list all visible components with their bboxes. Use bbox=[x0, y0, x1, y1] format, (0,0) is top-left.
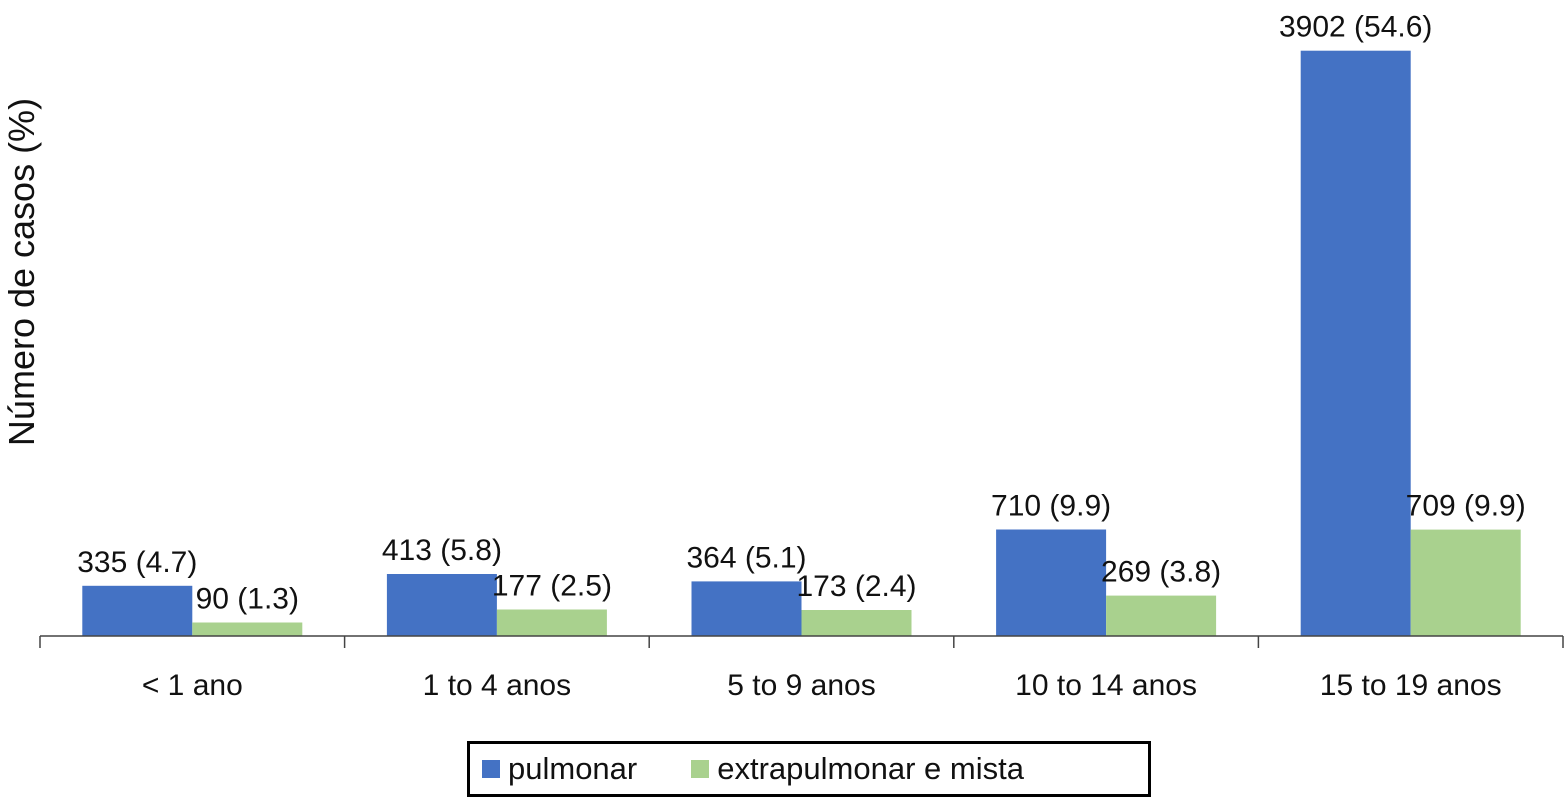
data-label-pulmonar-1-ano: 335 (4.7) bbox=[77, 546, 197, 579]
data-label-pulmonar-10-to-14-anos: 710 (9.9) bbox=[991, 490, 1111, 523]
data-label-pulmonar-15-to-19-anos: 3902 (54.6) bbox=[1279, 11, 1432, 44]
legend-item-pulmonar: pulmonar bbox=[482, 751, 637, 787]
x-tick-label-1-to-4-anos: 1 to 4 anos bbox=[423, 669, 571, 702]
bars-layer bbox=[82, 50, 1521, 637]
x-tick-label-1-ano: < 1 ano bbox=[142, 669, 243, 702]
x-tick-label-15-to-19-anos: 15 to 19 anos bbox=[1320, 669, 1502, 702]
legend: pulmonar extrapulmonar e mista bbox=[467, 741, 1151, 797]
legend-swatch-extrapulmonar bbox=[691, 760, 710, 778]
bar-extrapulmonar-e-mista-1-to-4-anos bbox=[496, 609, 607, 637]
bar-pulmonar-5-to-9-anos bbox=[691, 581, 802, 636]
y-axis-label-group: Número de casos (%) bbox=[1, 98, 42, 446]
data-label-extrapulmonar-e-mista-10-to-14-anos: 269 (3.8) bbox=[1101, 556, 1221, 589]
data-labels-layer: 335 (4.7) 90 (1.3) 413 (5.8)177 (2.5) 364 (… bbox=[77, 11, 1525, 616]
x-tick-label-5-to-9-anos: 5 to 9 anos bbox=[727, 669, 875, 702]
data-label-extrapulmonar-e-mista-15-to-19-anos: 709 (9.9) bbox=[1406, 490, 1526, 523]
bar-pulmonar-10-to-14-anos bbox=[996, 529, 1107, 636]
x-tick-labels: < 1 ano 1 to 4 anos 5 to 9 anos 10 to 14 an… bbox=[142, 669, 1502, 702]
bar-pulmonar-1-to-4-anos bbox=[386, 574, 497, 636]
bar-extrapulmonar-e-mista-5-to-9-anos bbox=[801, 610, 912, 636]
bar-extrapulmonar-e-mista-1-ano bbox=[192, 622, 303, 636]
x-tick-label-10-to-14-anos: 10 to 14 anos bbox=[1015, 669, 1197, 702]
legend-label-extrapulmonar: extrapulmonar e mista bbox=[717, 751, 1024, 786]
data-label-extrapulmonar-e-mista-1-ano: 90 (1.3) bbox=[196, 583, 299, 616]
x-axis bbox=[39, 635, 1564, 648]
bar-extrapulmonar-e-mista-10-to-14-anos bbox=[1106, 595, 1217, 636]
data-label-extrapulmonar-e-mista-5-to-9-anos: 173 (2.4) bbox=[796, 570, 916, 603]
bar-extrapulmonar-e-mista-15-to-19-anos bbox=[1410, 529, 1521, 636]
bar-pulmonar-1-ano bbox=[82, 585, 193, 637]
data-label-extrapulmonar-e-mista-1-to-4-anos: 177 (2.5) bbox=[492, 570, 612, 603]
bar-pulmonar-15-to-19-anos bbox=[1300, 50, 1411, 636]
data-label-pulmonar-1-to-4-anos: 413 (5.8) bbox=[382, 534, 502, 567]
legend-item-extrapulmonar: extrapulmonar e mista bbox=[691, 751, 1024, 787]
data-label-pulmonar-5-to-9-anos: 364 (5.1) bbox=[686, 541, 806, 574]
legend-swatch-pulmonar bbox=[482, 760, 500, 778]
y-axis-label: Número de casos (%) bbox=[1, 98, 42, 446]
legend-label-pulmonar: pulmonar bbox=[508, 751, 638, 786]
